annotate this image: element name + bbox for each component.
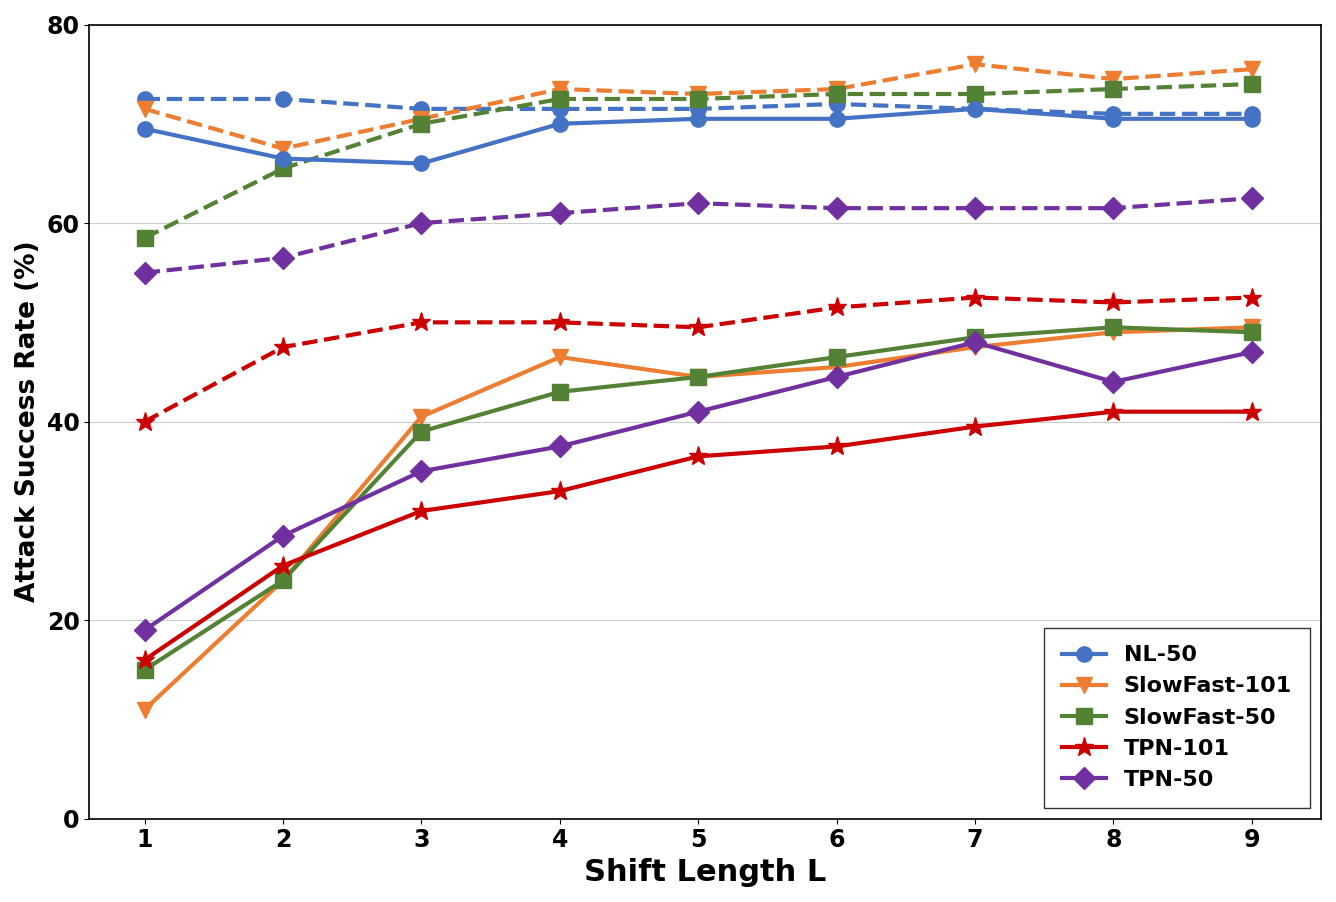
SlowFast-50 (828, 352, 844, 363)
NL-50 (1244, 114, 1260, 124)
NL-50 (275, 153, 291, 164)
TPN-101 (828, 441, 844, 452)
Line: SlowFast-50: SlowFast-50 (138, 319, 1260, 677)
TPN-50 (136, 625, 152, 636)
TPN-50 (1105, 376, 1121, 387)
NL-50 (1105, 114, 1121, 124)
NL-50 (828, 114, 844, 124)
Y-axis label: Attack Success Rate (%): Attack Success Rate (%) (15, 241, 41, 603)
SlowFast-50 (413, 426, 429, 437)
SlowFast-50 (691, 372, 707, 382)
NL-50 (552, 118, 568, 129)
NL-50 (691, 114, 707, 124)
SlowFast-101 (275, 575, 291, 586)
SlowFast-50 (1244, 327, 1260, 337)
Line: NL-50: NL-50 (138, 101, 1260, 171)
SlowFast-101 (828, 362, 844, 373)
SlowFast-101 (967, 342, 983, 353)
TPN-50 (552, 441, 568, 452)
TPN-50 (828, 372, 844, 382)
Line: TPN-101: TPN-101 (135, 402, 1261, 669)
TPN-50 (691, 406, 707, 417)
SlowFast-101 (413, 411, 429, 422)
SlowFast-50 (967, 332, 983, 343)
TPN-101 (967, 421, 983, 432)
SlowFast-101 (552, 352, 568, 363)
TPN-101 (136, 655, 152, 666)
X-axis label: Shift Length L: Shift Length L (584, 858, 826, 887)
SlowFast-101 (691, 372, 707, 382)
TPN-50 (275, 530, 291, 541)
TPN-50 (413, 465, 429, 476)
TPN-101 (691, 451, 707, 462)
NL-50 (413, 158, 429, 169)
TPN-101 (413, 505, 429, 516)
TPN-101 (1244, 406, 1260, 417)
TPN-50 (967, 336, 983, 347)
TPN-101 (552, 485, 568, 496)
SlowFast-50 (552, 386, 568, 397)
SlowFast-101 (1105, 327, 1121, 337)
NL-50 (967, 104, 983, 115)
SlowFast-50 (275, 575, 291, 586)
Legend: NL-50, SlowFast-101, SlowFast-50, TPN-101, TPN-50: NL-50, SlowFast-101, SlowFast-50, TPN-10… (1043, 628, 1309, 807)
Line: SlowFast-101: SlowFast-101 (138, 319, 1260, 717)
TPN-50 (1244, 346, 1260, 357)
TPN-101 (275, 560, 291, 571)
Line: TPN-50: TPN-50 (138, 335, 1260, 638)
TPN-101 (1105, 406, 1121, 417)
SlowFast-101 (1244, 322, 1260, 333)
NL-50 (136, 124, 152, 134)
SlowFast-50 (1105, 322, 1121, 333)
SlowFast-101 (136, 704, 152, 715)
SlowFast-50 (136, 665, 152, 676)
